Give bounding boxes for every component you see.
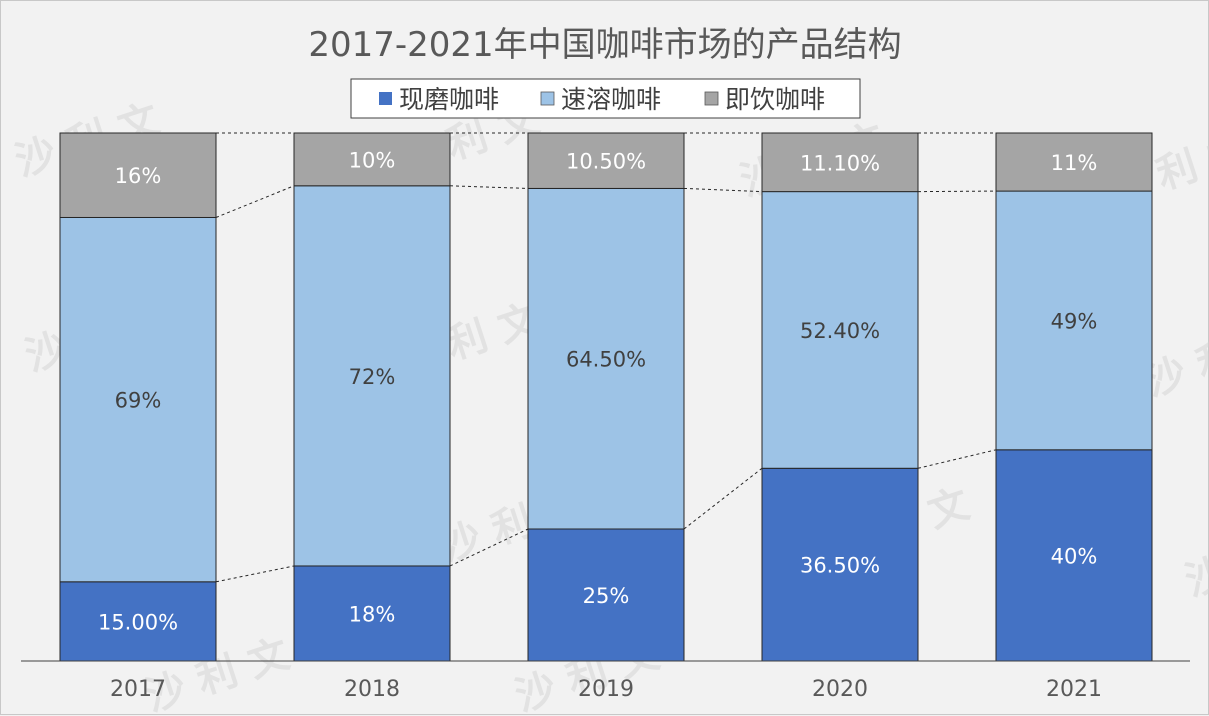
bar-segment [995, 190, 1153, 451]
series-line [215, 185, 295, 218]
bar-segment [527, 187, 685, 530]
data-label: 49% [1051, 309, 1098, 333]
series-line [917, 190, 997, 193]
plot-area: 15.00% 69% 16% 18% 72% 10% 25% 64.50% 10.50% 36.5… [59, 132, 1153, 662]
data-label: 15.00% [98, 610, 178, 634]
data-label: 11% [1051, 151, 1098, 175]
x-tick-label: 2020 [812, 677, 868, 702]
legend-entry: 现磨咖啡 [399, 85, 499, 114]
legend: 现磨咖啡 速溶咖啡 即饮咖啡 [350, 78, 861, 119]
data-label: 10% [349, 148, 396, 172]
legend-swatch [540, 91, 555, 106]
data-label: 64.50% [566, 348, 646, 372]
bar-segment [995, 132, 1153, 192]
watermark-text: 沙 利 文 [1180, 516, 1209, 605]
data-label: 69% [115, 389, 162, 413]
data-label: 16% [115, 164, 162, 188]
legend-box [350, 78, 861, 119]
data-label: 40% [1051, 544, 1098, 568]
data-label: 72% [349, 365, 396, 389]
x-tick-label: 2017 [110, 677, 166, 702]
bar-segment [527, 528, 685, 662]
data-label: 52.40% [800, 319, 880, 343]
bar-segment [761, 191, 919, 469]
chart-title: 2017-2021年中国咖啡市场的产品结构 [308, 25, 901, 65]
legend-entry: 速溶咖啡 [561, 85, 661, 114]
legend-entry: 即饮咖啡 [725, 85, 825, 114]
bar-segment [995, 449, 1153, 662]
x-tick-label: 2019 [578, 677, 634, 702]
legend-swatch [379, 92, 392, 105]
x-tick-label: 2018 [344, 677, 400, 702]
bar-segment [293, 185, 451, 567]
x-axis-ticks: 2017 2018 2019 2020 2021 [110, 677, 1102, 702]
data-label: 36.50% [800, 554, 880, 578]
series-line [683, 467, 763, 530]
series-line [449, 528, 529, 567]
series-line [917, 449, 997, 469]
legend-swatch [704, 91, 719, 106]
bar-segment [293, 565, 451, 662]
data-label: 10.50% [566, 150, 646, 174]
series-line [215, 565, 295, 583]
x-tick-label: 2021 [1046, 677, 1102, 702]
bar-segment [761, 467, 919, 662]
data-label: 25% [583, 584, 630, 608]
data-label: 11.10% [800, 151, 880, 175]
bar-segment [59, 132, 217, 218]
data-label: 18% [349, 602, 396, 626]
bar-segment [761, 132, 919, 193]
bar-segment [527, 132, 685, 189]
bar-segment [293, 132, 451, 187]
series-line [449, 185, 529, 189]
bar-segment [59, 216, 217, 583]
series-line [683, 187, 763, 193]
